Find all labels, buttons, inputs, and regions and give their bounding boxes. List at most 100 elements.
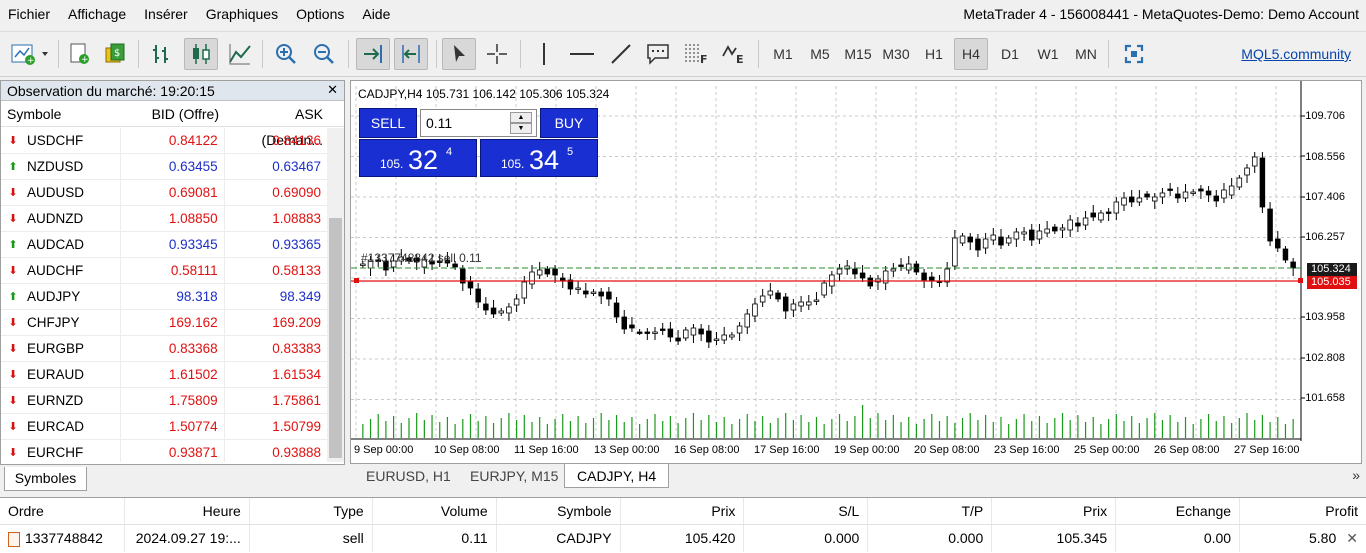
menu-aide[interactable]: Aide — [362, 6, 391, 22]
symbol-name: NZDUSD — [27, 158, 84, 174]
col-profit[interactable]: Profit — [1325, 503, 1358, 519]
toolbar-separator — [758, 40, 759, 68]
col-symbol[interactable]: Symbole — [7, 106, 62, 122]
close-icon[interactable]: ✕ — [327, 82, 338, 97]
col-sl[interactable]: S/L — [744, 498, 869, 524]
sell-price-pips: 32 — [408, 145, 439, 175]
elliott-wave-icon[interactable]: E — [718, 38, 750, 70]
zoom-in-icon[interactable] — [270, 38, 302, 70]
trendline-icon[interactable] — [606, 38, 636, 70]
col-tp[interactable]: T/P — [868, 498, 993, 524]
timeframe-d1[interactable]: D1 — [1001, 46, 1019, 62]
col-volume[interactable]: Volume — [373, 498, 497, 524]
col-time[interactable]: Heure — [125, 498, 250, 524]
profit-value: 5.80 — [1308, 530, 1337, 546]
list-item[interactable]: ⬇ USDCHF 0.84122 0.84136 — [1, 128, 327, 154]
menu-affichage[interactable]: Affichage — [68, 6, 127, 22]
candlestick-chart-icon[interactable] — [184, 38, 218, 70]
col-symbol[interactable]: Symbole — [497, 498, 621, 524]
bar-chart-icon[interactable] — [146, 38, 178, 70]
sell-price-box[interactable]: 105. 32 4 — [359, 139, 477, 177]
vertical-scrollbar[interactable] — [327, 128, 344, 462]
list-item[interactable]: ⬇ AUDCHF 0.58111 0.58133 — [1, 258, 327, 284]
list-item[interactable]: ⬆ AUDCAD 0.93345 0.93365 — [1, 232, 327, 258]
timeframe-m5[interactable]: M5 — [810, 46, 830, 62]
candle-body — [675, 337, 681, 342]
candle-body — [713, 338, 720, 341]
stepper-up-icon[interactable]: ▲ — [510, 112, 532, 123]
new-chart-icon[interactable]: + — [8, 38, 52, 70]
col-current-price[interactable]: Prix — [992, 498, 1117, 524]
line-chart-icon[interactable] — [224, 38, 256, 70]
list-item[interactable]: ⬇ AUDNZD 1.08850 1.08883 — [1, 206, 327, 232]
timeframe-m15[interactable]: M15 — [844, 46, 872, 62]
list-item[interactable]: ⬇ AUDUSD 0.69081 0.69090 — [1, 180, 327, 206]
order-line-marker — [1298, 278, 1303, 283]
new-profile-icon[interactable]: + — [64, 38, 94, 70]
menu-options[interactable]: Options — [296, 6, 345, 22]
timeframe-m30[interactable]: M30 — [882, 46, 910, 62]
table-row[interactable]: 1337748842 2024.09.27 19:... sell 0.11 C… — [0, 525, 1366, 552]
candle-body — [621, 316, 627, 330]
buy-button[interactable]: BUY — [540, 108, 598, 138]
stepper-down-icon[interactable]: ▼ — [510, 123, 532, 134]
list-item[interactable]: ⬇ EURGBP 0.83368 0.83383 — [1, 336, 327, 362]
scrollbar-thumb[interactable] — [329, 218, 342, 458]
lot-size-input[interactable]: 0.11 ▲ ▼ — [420, 109, 537, 137]
list-item[interactable]: ⬆ AUDJPY 98.318 98.349 — [1, 284, 327, 310]
arrow-down-icon: ⬇ — [8, 212, 18, 225]
list-item[interactable]: ⬇ EURAUD 1.61502 1.61534 — [1, 362, 327, 388]
candle-body — [852, 268, 858, 275]
list-item[interactable]: ⬇ EURCAD 1.50774 1.50799 — [1, 414, 327, 440]
list-item[interactable]: ⬇ CHFJPY 169.162 169.209 — [1, 310, 327, 336]
lot-stepper[interactable]: ▲ ▼ — [510, 112, 532, 134]
mql5-community-link[interactable]: MQL5.community — [1241, 46, 1351, 62]
bid-cell: 0.93871 — [120, 440, 223, 462]
col-type[interactable]: Type — [250, 498, 373, 524]
timeframe-h1[interactable]: H1 — [925, 46, 943, 62]
sell-button[interactable]: SELL — [359, 108, 417, 138]
col-bid[interactable]: BID (Offre) — [151, 106, 219, 122]
col-swap[interactable]: Echange — [1116, 498, 1241, 524]
fullscreen-icon[interactable] — [1118, 38, 1150, 70]
chart-shift-icon[interactable] — [394, 38, 428, 70]
buy-price-box[interactable]: 105. 34 5 — [480, 139, 598, 177]
list-item[interactable]: ⬇ EURNZD 1.75809 1.75861 — [1, 388, 327, 414]
menu-inserer[interactable]: Insérer — [144, 6, 188, 22]
list-item[interactable]: ⬇ EURCHF 0.93871 0.93888 — [1, 440, 327, 462]
timeframe-m1[interactable]: M1 — [773, 46, 793, 62]
toolbar-separator — [138, 40, 139, 68]
market-watch-icon[interactable]: $ — [100, 38, 130, 70]
timeframe-h4[interactable]: H4 — [954, 38, 988, 70]
one-click-trading-panel: SELL 0.11 ▲ ▼ BUY 105. 32 4 105. 34 5 — [359, 108, 599, 179]
symbol-cell: ⬇ AUDNZD — [1, 206, 120, 231]
zoom-out-icon[interactable] — [308, 38, 340, 70]
candle-body — [790, 303, 797, 311]
menu-graphiques[interactable]: Graphiques — [205, 6, 279, 22]
col-price[interactable]: Prix — [621, 498, 745, 524]
chart-window[interactable]: CADJPY,H4 105.731 106.142 105.306 105.32… — [350, 80, 1362, 464]
market-watch-panel: Observation du marché: 19:20:15 ✕ Symbol… — [0, 80, 345, 465]
col-order[interactable]: Ordre — [0, 498, 125, 524]
crosshair-icon[interactable] — [482, 38, 512, 70]
vertical-line-icon[interactable] — [530, 38, 558, 70]
tab-eurjpy-m15[interactable]: EURJPY, M15 — [470, 468, 559, 484]
candle-body — [759, 295, 766, 303]
order-icon — [8, 531, 20, 547]
fibonacci-icon[interactable]: F — [680, 38, 712, 70]
tab-symboles[interactable]: Symboles — [4, 467, 87, 491]
auto-scroll-icon[interactable] — [356, 38, 390, 70]
more-tabs-icon[interactable]: » — [1352, 467, 1360, 483]
menu-fichier[interactable]: Fichier — [8, 6, 51, 22]
text-label-icon[interactable] — [642, 38, 674, 70]
tab-cadjpy-h4[interactable]: CADJPY, H4 — [564, 464, 670, 488]
timeframe-w1[interactable]: W1 — [1037, 46, 1059, 62]
list-item[interactable]: ⬆ NZDUSD 0.63455 0.63467 — [1, 154, 327, 180]
col-ask[interactable]: ASK (Deman... — [261, 106, 323, 148]
cursor-icon[interactable] — [442, 38, 476, 70]
timeframe-mn[interactable]: MN — [1075, 46, 1097, 62]
close-order-icon[interactable]: ✕ — [1346, 530, 1358, 546]
candle-body — [775, 292, 781, 300]
tab-eurusd-h1[interactable]: EURUSD, H1 — [366, 468, 451, 484]
horizontal-line-icon[interactable] — [566, 38, 598, 70]
